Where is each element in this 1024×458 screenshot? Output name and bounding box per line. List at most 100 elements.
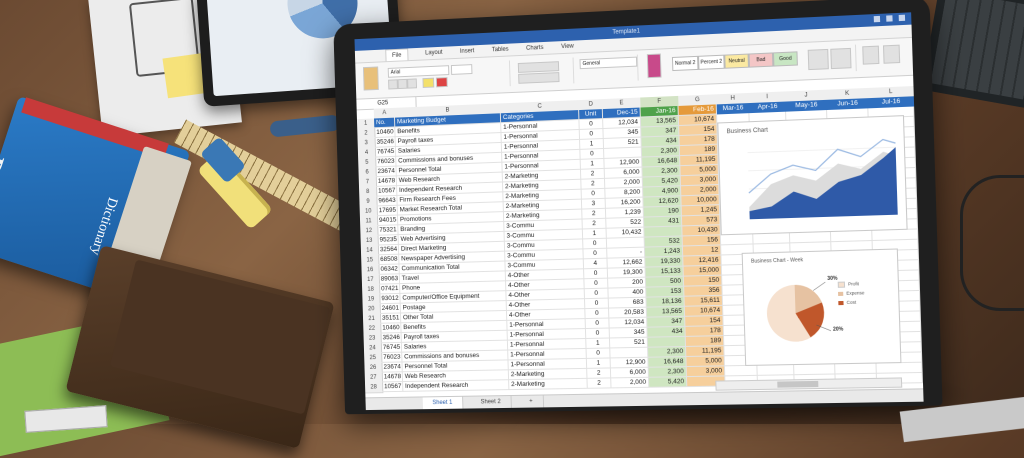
table-cell[interactable]: 10567 (382, 382, 404, 393)
minimize-icon[interactable] (873, 15, 881, 23)
empty-cell[interactable] (794, 364, 836, 376)
alignment-group (513, 57, 575, 86)
cells-group (803, 44, 857, 74)
cable (960, 175, 1024, 311)
tab-charts[interactable]: Charts (526, 44, 544, 52)
blue-pen (269, 114, 341, 138)
spreadsheet-window: Template1 File Layout Insert Tables Char… (354, 12, 924, 411)
insert-cells-button[interactable] (807, 48, 829, 71)
tab-file[interactable]: File (385, 48, 409, 62)
table-cell[interactable]: 0 (584, 278, 609, 290)
table-cell[interactable]: 2 (587, 368, 612, 379)
table-cell[interactable]: 23674 (381, 362, 403, 373)
table-cell[interactable]: 1 (586, 358, 611, 369)
table-cell[interactable]: 2 (587, 378, 612, 389)
italic-button[interactable] (397, 78, 408, 90)
table-cell[interactable]: 3,000 (686, 366, 726, 378)
table-cell[interactable]: 76023 (381, 352, 403, 363)
table-cell[interactable]: 5,000 (686, 356, 725, 368)
table-cell[interactable]: 0 (584, 288, 609, 300)
table-cell[interactable]: 10460 (380, 323, 402, 334)
legend-expense: Expense (846, 290, 865, 296)
pie-legend: Profit Expense Cost (837, 279, 865, 307)
business-chart[interactable]: Business Chart (717, 115, 908, 236)
maximize-icon[interactable] (886, 15, 893, 22)
find-button[interactable] (882, 44, 901, 64)
pie-label-20: 20% (832, 326, 844, 333)
style-normal-2[interactable]: Normal 2 (671, 55, 699, 72)
table-cell[interactable]: 0 (584, 298, 610, 310)
style-neutral[interactable]: Neutral (724, 53, 749, 69)
tab-layout[interactable]: Layout (425, 49, 443, 57)
table-cell[interactable]: 2,000 (611, 377, 650, 389)
style-bad[interactable]: Bad (748, 52, 774, 68)
table-cell[interactable]: 2-Marketing (509, 378, 588, 391)
laptop: Template1 File Layout Insert Tables Char… (333, 0, 1024, 443)
table-cell[interactable]: 07421 (379, 284, 401, 295)
table-cell[interactable]: 2,300 (648, 367, 688, 378)
table-cell[interactable]: 6,000 (610, 367, 649, 379)
table-cell[interactable]: 06342 (378, 264, 400, 275)
ruler (173, 119, 363, 237)
font-group: Arial (383, 60, 511, 92)
table-cell[interactable]: Independent Research (403, 380, 510, 392)
pie-chart-plot (766, 250, 901, 343)
table-cell[interactable]: 24601 (379, 303, 401, 314)
table-cell[interactable]: 76745 (380, 342, 403, 354)
table-cell[interactable]: 93012 (379, 293, 401, 305)
keyboard-device (921, 0, 1024, 109)
empty-cell[interactable] (724, 365, 758, 377)
table-cell[interactable]: 4 (583, 258, 608, 270)
table-cell[interactable]: 95235 (377, 235, 399, 246)
tab-tables[interactable]: Tables (491, 46, 509, 54)
sort-filter-button[interactable] (862, 45, 880, 65)
close-icon[interactable] (898, 14, 906, 22)
business-chart-plot (718, 116, 906, 220)
delete-cells-button[interactable] (830, 47, 852, 70)
style-good[interactable]: Good (772, 51, 798, 67)
sheet-tab-1[interactable]: Sheet 1 (422, 396, 464, 410)
table-cell[interactable]: 14678 (381, 372, 404, 383)
table-cell[interactable]: 35151 (379, 313, 402, 324)
table-cell[interactable]: 68508 (378, 254, 400, 266)
bold-button[interactable] (388, 79, 398, 90)
sheet-tab-2[interactable]: Sheet 2 (470, 395, 512, 409)
table-cell[interactable]: 0 (585, 318, 610, 330)
underline-button[interactable] (407, 78, 418, 89)
table-cell[interactable]: 0 (585, 308, 610, 320)
style-percent-2[interactable]: Percent 2 (698, 54, 725, 70)
wrap-button[interactable] (518, 72, 560, 84)
align-button[interactable] (517, 61, 560, 73)
font-size-select[interactable] (450, 64, 473, 75)
table-cell[interactable]: 1 (586, 338, 611, 349)
table-cell[interactable]: 0 (584, 268, 609, 280)
number-group: General (577, 54, 639, 84)
table-cell[interactable]: 32564 (377, 244, 400, 256)
table-cell[interactable]: 12,900 (610, 357, 649, 369)
fill-color-button[interactable] (422, 77, 435, 88)
empty-cell[interactable] (757, 365, 795, 376)
table-cell[interactable]: 35246 (380, 333, 402, 344)
table-cell[interactable]: 0 (583, 248, 608, 260)
font-color-button[interactable] (435, 77, 448, 88)
table-cell[interactable]: 16,648 (648, 356, 687, 368)
table-cell[interactable]: 0 (586, 348, 611, 359)
weekly-pie-chart[interactable]: Business Chart - Week 30% 20% Profit Exp… (741, 248, 902, 366)
legend-cost: Cost (846, 299, 857, 305)
tab-insert[interactable]: Insert (459, 48, 475, 55)
table-cell[interactable]: 0 (583, 238, 608, 250)
pie-label-30: 30% (827, 275, 838, 283)
conditional-format-button[interactable] (646, 53, 662, 79)
legend-profit: Profit (847, 281, 860, 287)
paste-button[interactable] (362, 66, 379, 91)
table-cell[interactable]: 0 (585, 328, 610, 339)
font-name-select[interactable]: Arial (387, 65, 450, 78)
row-header[interactable]: 28 (364, 382, 384, 394)
table-cell[interactable]: 89063 (378, 274, 401, 285)
empty-cell[interactable] (835, 363, 877, 375)
scrollbar-thumb[interactable] (777, 380, 819, 388)
number-format-select[interactable]: General (579, 56, 638, 70)
tab-view[interactable]: View (561, 43, 574, 51)
table-cell[interactable]: 5,420 (648, 377, 688, 388)
add-sheet-button[interactable]: + (519, 395, 544, 408)
